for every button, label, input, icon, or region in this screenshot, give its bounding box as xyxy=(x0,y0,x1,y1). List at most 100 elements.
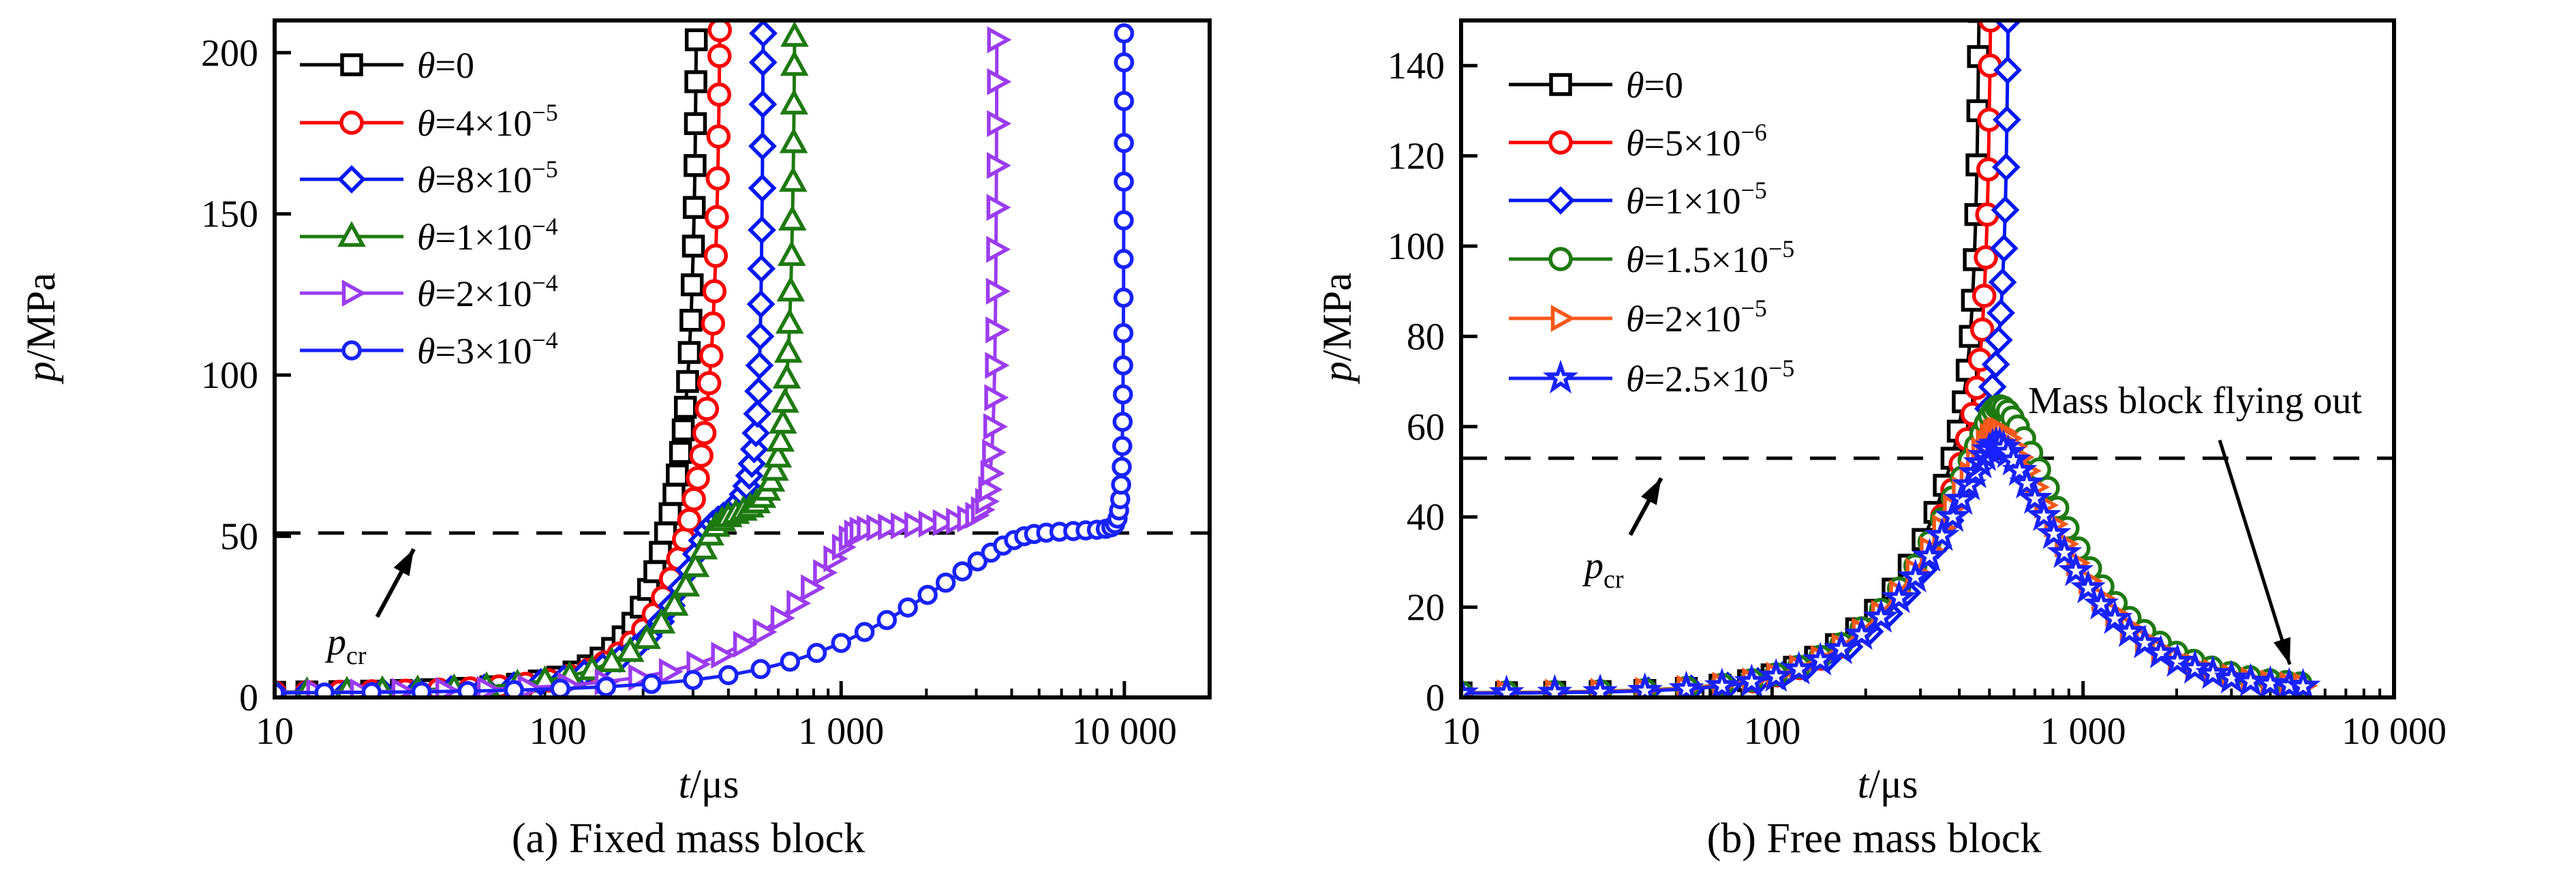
data-marker xyxy=(786,590,812,617)
data-marker xyxy=(628,663,654,691)
legend-item-θ=8×10⁻⁵: θ=8×10−5 xyxy=(300,155,558,200)
data-marker xyxy=(1113,287,1134,308)
data-marker xyxy=(1704,667,1740,697)
data-marker xyxy=(1993,20,2023,35)
data-marker xyxy=(689,533,718,560)
legend-label: θ=1.5×10−5 xyxy=(1626,235,1794,280)
data-marker xyxy=(671,571,701,597)
data-marker xyxy=(771,387,799,413)
data-marker xyxy=(748,132,777,161)
pcr-label-a: pcr xyxy=(324,621,367,670)
data-marker xyxy=(2083,586,2119,620)
data-marker xyxy=(1978,20,2003,33)
data-marker xyxy=(641,674,662,694)
data-marker xyxy=(1548,247,1573,271)
data-marker xyxy=(2160,643,2196,677)
x-tick-label: 10 000 xyxy=(2342,710,2447,753)
data-marker xyxy=(1114,91,1135,111)
pcr-label-b: pcr xyxy=(1582,545,1624,594)
data-marker xyxy=(681,487,706,511)
data-marker xyxy=(686,466,710,491)
data-marker xyxy=(707,82,732,107)
data-marker xyxy=(699,344,724,368)
x-tick-label: 10 xyxy=(1442,710,1480,753)
data-marker xyxy=(337,221,366,247)
data-marker xyxy=(831,633,852,653)
data-marker xyxy=(1987,299,2015,327)
data-marker xyxy=(677,341,701,364)
legend-label: θ=2×10−5 xyxy=(1626,295,1767,340)
data-marker xyxy=(702,279,727,303)
legend-item-θ=0: θ=0 xyxy=(1509,65,1683,106)
data-marker xyxy=(746,322,775,351)
x-tick-label: 10 000 xyxy=(1072,710,1177,753)
data-marker xyxy=(878,513,903,541)
data-marker xyxy=(772,363,801,389)
x-tick-label: 1 000 xyxy=(798,710,884,753)
x-axis-label-b: t/μs xyxy=(1858,762,1918,807)
data-marker xyxy=(632,623,661,649)
data-marker xyxy=(669,440,692,464)
legend-item-θ=1×10⁻⁴: θ=1×10−4 xyxy=(300,213,558,258)
data-marker xyxy=(780,89,808,115)
y-tick-label: 100 xyxy=(1387,226,1445,268)
y-tick-label: 60 xyxy=(1407,406,1445,449)
data-marker xyxy=(1114,52,1135,73)
data-marker xyxy=(2017,480,2053,514)
data-marker xyxy=(550,678,570,697)
data-marker xyxy=(340,53,363,76)
data-marker xyxy=(748,215,776,245)
x-axis-label-a: t/μs xyxy=(679,762,739,807)
data-marker xyxy=(2008,464,2045,499)
data-marker xyxy=(1113,355,1133,376)
data-marker xyxy=(984,384,1009,412)
data-marker xyxy=(752,618,778,646)
data-marker xyxy=(2143,634,2179,669)
data-marker xyxy=(682,196,706,220)
data-marker xyxy=(983,412,1008,440)
data-marker xyxy=(743,399,772,428)
data-marker xyxy=(780,20,809,47)
data-marker xyxy=(1461,674,1479,697)
y-tick-label: 40 xyxy=(1407,496,1445,539)
data-marker xyxy=(2058,552,2094,586)
data-marker xyxy=(2036,515,2072,549)
data-marker xyxy=(361,682,382,697)
data-marker xyxy=(1111,457,1132,477)
legend-label: θ=8×10−5 xyxy=(417,155,558,200)
data-marker xyxy=(1549,73,1572,96)
data-marker xyxy=(671,418,695,442)
data-marker xyxy=(898,597,918,618)
data-marker xyxy=(683,669,703,691)
data-marker xyxy=(2285,667,2321,697)
data-marker xyxy=(1924,517,1960,552)
legend-item-θ=2×10⁻⁵: θ=2×10−5 xyxy=(1509,295,1767,340)
data-marker xyxy=(987,26,1012,54)
y-tick-label: 0 xyxy=(1426,677,1445,719)
data-marker xyxy=(647,607,676,634)
data-marker xyxy=(1974,245,1998,270)
data-marker xyxy=(780,651,801,672)
legend-item-θ=3×10⁻⁴: θ=3×10−4 xyxy=(300,327,558,372)
data-marker xyxy=(504,680,524,697)
data-marker xyxy=(1944,481,1980,515)
data-marker xyxy=(952,561,972,582)
data-marker xyxy=(746,290,776,319)
data-marker xyxy=(1989,234,2019,263)
data-marker xyxy=(696,371,722,395)
data-marker xyxy=(1863,599,1899,633)
data-marker xyxy=(2111,613,2147,648)
data-marker xyxy=(2213,659,2250,694)
data-marker xyxy=(694,397,720,421)
data-marker xyxy=(982,438,1007,466)
data-marker xyxy=(2233,663,2269,697)
data-marker xyxy=(987,67,1012,95)
legend-label: θ=1×10−4 xyxy=(417,213,558,258)
legend-label: θ=3×10−4 xyxy=(417,327,558,372)
data-marker xyxy=(674,395,697,419)
data-marker xyxy=(773,337,803,363)
caption-b: (b) Free mass block xyxy=(1707,815,2042,862)
data-marker xyxy=(1114,210,1134,230)
